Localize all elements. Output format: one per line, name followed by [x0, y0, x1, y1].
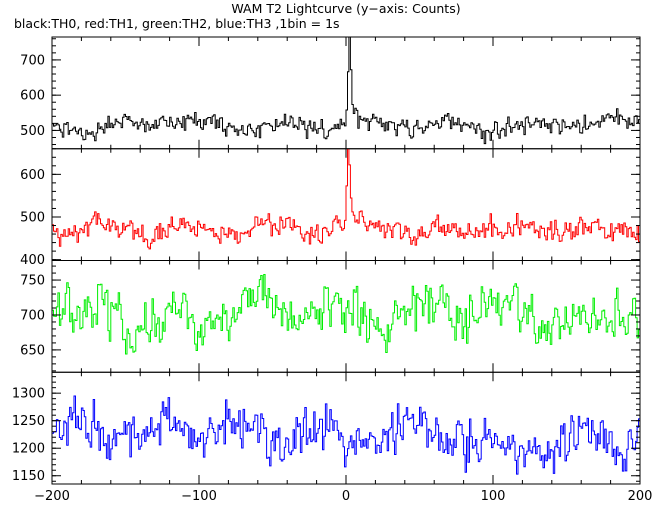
y-tick-label: 650: [20, 343, 45, 358]
panel-th1: 400 500 600: [20, 148, 641, 268]
y-tick-label: 500: [20, 210, 45, 225]
panel-th3: 1150 1200 1250 1300: [12, 371, 641, 485]
chart-subtitle: black:TH0, red:TH1, green:TH2, blue:TH3 …: [14, 16, 340, 31]
x-tick-label: 200: [628, 489, 653, 504]
x-tick-label: 100: [481, 489, 506, 504]
y-tick-label: 1200: [12, 442, 45, 457]
y-tick-label: 1300: [12, 387, 45, 402]
panel-th0: 500 600 700: [20, 36, 641, 150]
y-tick-label: 750: [20, 274, 45, 289]
series-line-th0: [52, 37, 640, 145]
panels-group: 5006007004005006006507007501150120012501…: [12, 36, 641, 485]
x-axis: −200 −100 0 100 200: [34, 489, 652, 504]
y-tick-label: 700: [20, 53, 45, 68]
x-tick-label: −100: [181, 489, 217, 504]
series-line-th1: [52, 148, 640, 250]
series-line-th2: [52, 274, 640, 355]
y-tick-label: 1150: [12, 469, 45, 484]
chart-title: WAM T2 Lightcurve (y−axis: Counts): [231, 1, 460, 16]
y-tick-label: 600: [20, 168, 45, 183]
y-tick-label: 700: [20, 308, 45, 323]
series-line-th3: [52, 395, 640, 475]
y-tick-label: 1250: [12, 414, 45, 429]
panel-th2: 650 700 750: [20, 260, 641, 373]
y-tick-label: 400: [20, 253, 45, 268]
x-tick-label: 0: [342, 489, 350, 504]
y-tick-label: 600: [20, 89, 45, 104]
x-tick-label: −200: [34, 489, 70, 504]
y-tick-label: 500: [20, 124, 45, 139]
